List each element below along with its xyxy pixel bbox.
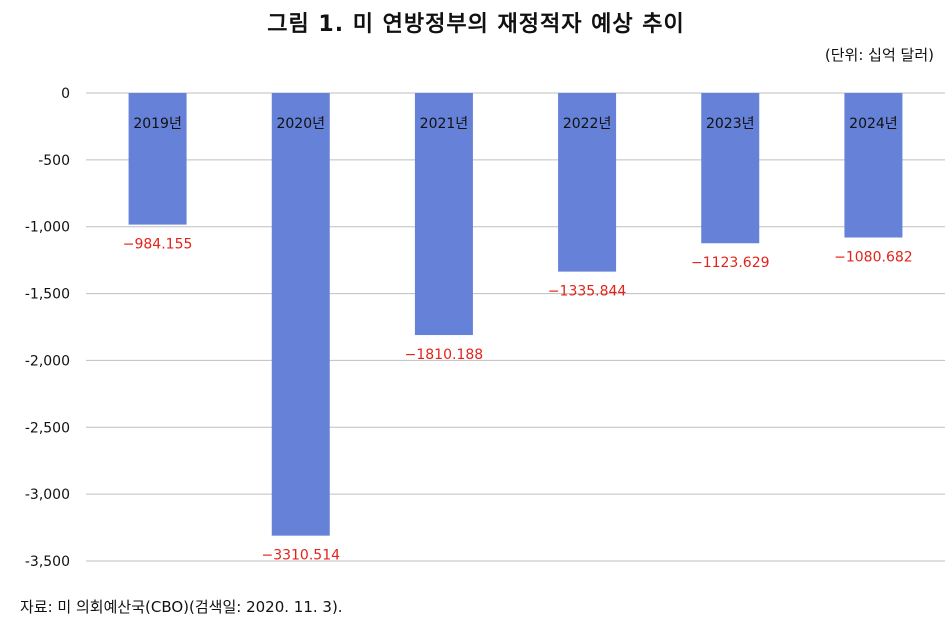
y-tick-label: -3,000 xyxy=(25,487,70,503)
category-label: 2022년 xyxy=(563,116,612,132)
bar xyxy=(128,93,187,225)
y-tick-label: -500 xyxy=(38,153,70,169)
bar xyxy=(558,93,617,272)
category-label: 2020년 xyxy=(276,116,325,132)
unit-label: (단위: 십억 달러) xyxy=(824,46,934,64)
category-label: 2019년 xyxy=(133,116,182,132)
value-label: −3310.514 xyxy=(261,548,340,564)
value-label: −1335.844 xyxy=(548,284,627,300)
bar-chart: 0 -500 -1,000 -1,500 -2,000 -2,500 -3,000 -3,50… xyxy=(25,86,945,570)
bar xyxy=(271,93,330,536)
category-label: 2024년 xyxy=(849,116,898,132)
y-tick-label: -1,500 xyxy=(25,287,70,303)
bar xyxy=(844,93,903,238)
value-label: −1810.188 xyxy=(405,347,484,363)
y-tick-label: -2,000 xyxy=(25,353,70,369)
chart-title: 그림 1. 미 연방정부의 재정적자 예상 추이 xyxy=(267,12,685,37)
y-tick-label: -2,500 xyxy=(25,420,70,436)
y-tick-label: -3,500 xyxy=(25,554,70,570)
value-label: −1123.629 xyxy=(691,255,770,271)
category-label: 2023년 xyxy=(706,116,755,132)
bar xyxy=(701,93,760,244)
category-label: 2021년 xyxy=(420,116,469,132)
value-label: −1080.682 xyxy=(834,250,913,266)
y-tick-label: 0 xyxy=(61,86,70,102)
source-note: 자료: 미 의회예산국(CBO)(검색일: 2020. 11. 3). xyxy=(20,598,343,616)
bar xyxy=(414,93,473,336)
y-tick-label: -1,000 xyxy=(25,220,70,236)
value-label: −984.155 xyxy=(123,237,193,253)
